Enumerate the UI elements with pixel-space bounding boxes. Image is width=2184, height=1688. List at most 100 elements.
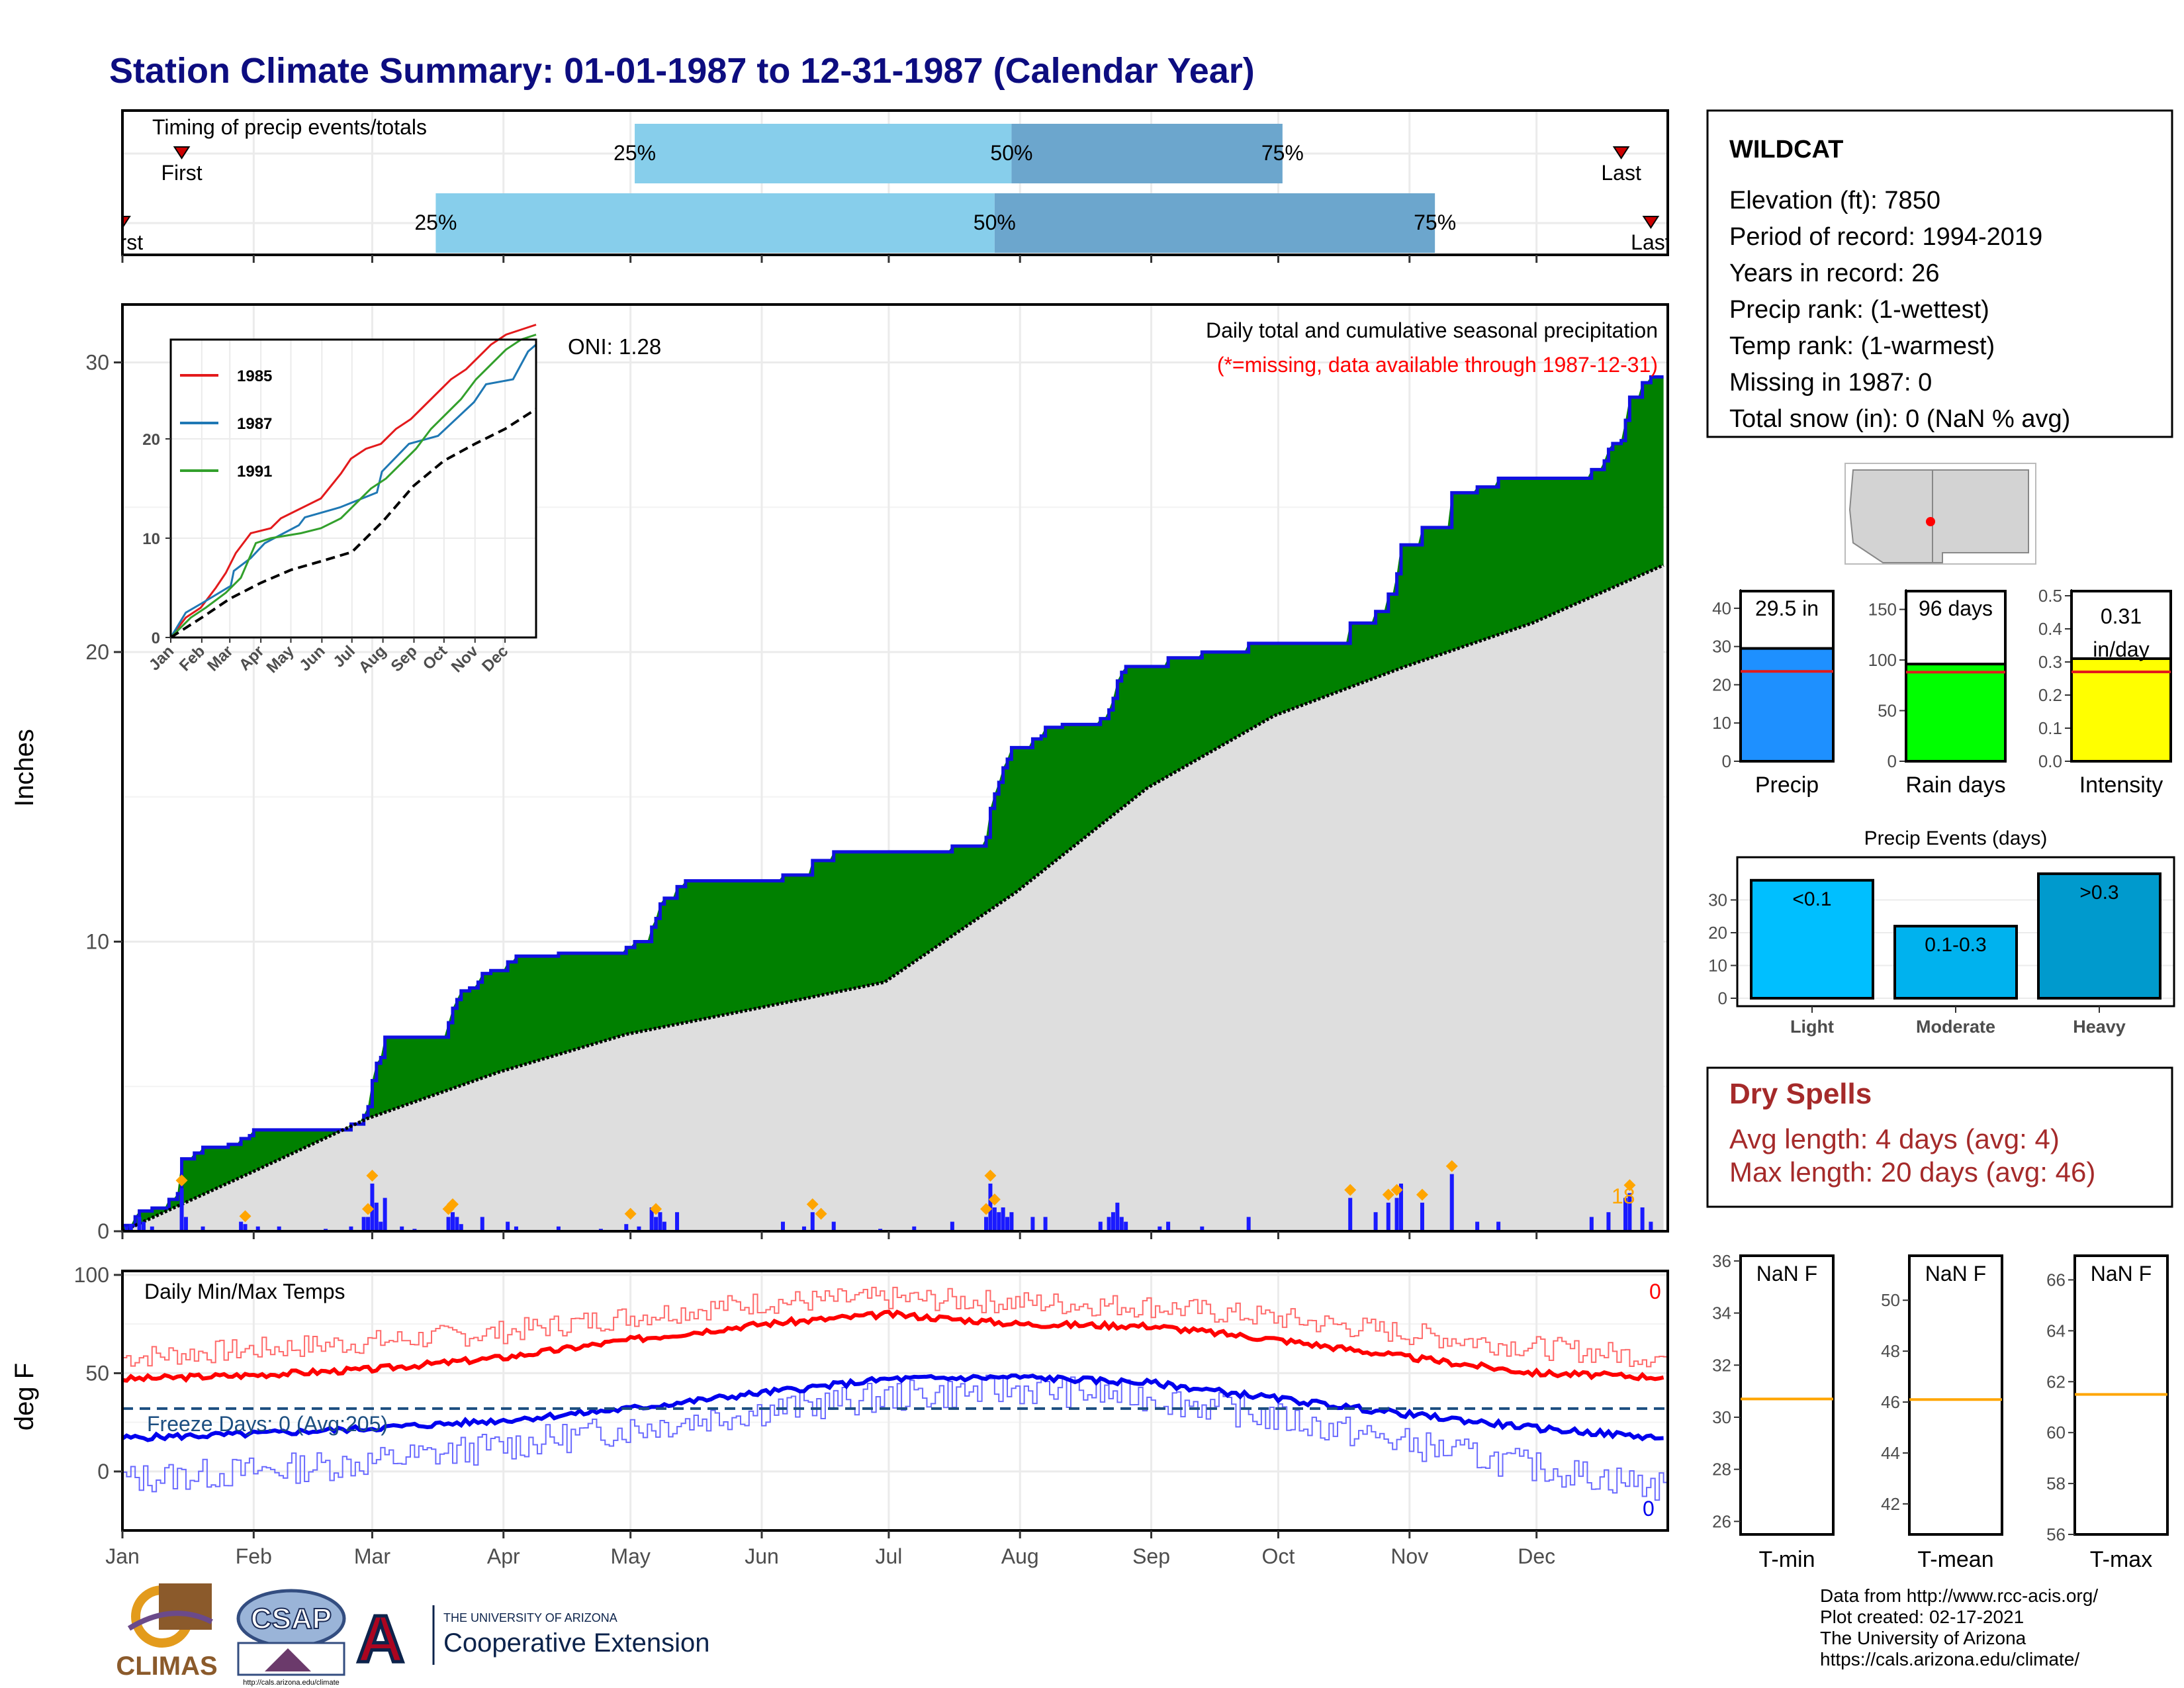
month-label: Jul <box>875 1544 902 1568</box>
dry-spells-max: Max length: 20 days (avg: 46) <box>1729 1156 2095 1188</box>
inset-y-tick-label: 10 <box>142 530 160 548</box>
station-info-line: Total snow (in): 0 (NaN % avg) <box>1729 405 2070 433</box>
temp-summary-y-tick-label: 34 <box>1712 1303 1731 1323</box>
temp-summary-value: NaN F <box>2091 1262 2152 1286</box>
snow-day-marker <box>366 1170 379 1182</box>
csap-logo: CSAP http://cals.arizona.edu/climate <box>236 1589 346 1687</box>
timing-label: Timing of precip events/totals <box>152 115 427 139</box>
inset-x-tick-label: Jan <box>146 642 177 674</box>
daily-precip-bar <box>1606 1212 1611 1231</box>
daily-precip-bar <box>1623 1197 1628 1231</box>
first-event-marker <box>124 216 131 227</box>
station-info-line: Elevation (ft): 7850 <box>1729 187 1940 214</box>
daily-precip-bar <box>1640 1207 1645 1231</box>
temp-summary-y-tick-label: 28 <box>1712 1460 1731 1479</box>
precip-y-label: Inches <box>10 729 39 807</box>
snow-markers <box>175 1160 1636 1223</box>
inset-x-tick-label: Apr <box>236 642 267 674</box>
inset-x-tick-label: May <box>263 642 298 677</box>
events-category-label: Light <box>1790 1017 1834 1037</box>
freeze-days-label: Freeze Days: 0 (Avg:205) <box>147 1412 388 1436</box>
temps-y-tick-label: 0 <box>97 1460 109 1483</box>
summary-bar-panel: 0 10 20 30 40 29.5 in Precip <box>1712 589 1835 798</box>
daily-precip-bar <box>374 1202 379 1231</box>
snow-day-marker <box>988 1194 1001 1205</box>
events-title: Precip Events (days) <box>1864 827 2048 849</box>
station-info-line: Precip rank: (1-wettest) <box>1729 296 1989 324</box>
snow-day-marker <box>624 1207 637 1220</box>
station-info-line: Temp rank: (1-warmest) <box>1729 332 1995 360</box>
snow-day-marker <box>1416 1188 1428 1201</box>
daily-precip-bar <box>662 1221 666 1231</box>
events-bar-label: 0.1-0.3 <box>1925 934 1986 956</box>
temps-x-axis: Jan Feb Mar Apr May Jun Jul Aug Sep Oct Nov Dec <box>105 1530 1555 1568</box>
events-y-tick-label: 10 <box>1708 956 1727 976</box>
summary-y-tick-label: 10 <box>1712 713 1731 733</box>
daily-precip-bar <box>1496 1221 1501 1231</box>
summary-y-tick-label: 150 <box>1868 600 1897 620</box>
temp-summary-label: T-mean <box>1917 1547 1993 1572</box>
daily-precip-bar <box>1001 1207 1005 1231</box>
inset-x-tick-label: Dec <box>478 642 512 675</box>
inset-normal-line <box>169 408 537 639</box>
daily-precip-bar <box>255 1226 260 1231</box>
daily-precip-bar <box>400 1226 404 1231</box>
daily-precip-bar <box>556 1226 561 1231</box>
daily-precip-bar <box>1005 1217 1010 1231</box>
daily-precip-bar <box>141 1221 146 1231</box>
footer-credits: Data from http://www.rcc-acis.org/Plot c… <box>1820 1585 2098 1669</box>
daily-precip-bar <box>950 1221 954 1231</box>
inset-series-line <box>169 344 537 638</box>
precip-y-tick-label: 10 <box>85 930 109 954</box>
summary-y-tick-label: 30 <box>1712 637 1731 657</box>
snow-day-marker <box>1623 1179 1636 1192</box>
daily-precip-bar <box>1627 1193 1632 1231</box>
temp-summary-y-tick-label: 36 <box>1712 1251 1731 1271</box>
summary-value-label: 29.5 in <box>1755 596 1819 620</box>
temp-summary-y-tick-label: 64 <box>2046 1321 2066 1340</box>
temps-y-axis: 0 50 100 <box>74 1263 122 1483</box>
snow-day-marker <box>239 1210 251 1223</box>
dry-spells-title: Dry Spells <box>1729 1078 1872 1110</box>
snow-day-marker <box>806 1198 819 1211</box>
precip-y-tick-label: 30 <box>85 351 109 375</box>
precip-y-axis: 0 10 20 30 <box>85 351 122 1243</box>
snow-count: 18 <box>1612 1184 1635 1208</box>
ua-logo-small-text: THE UNIVERSITY OF ARIZONA <box>443 1611 617 1624</box>
events-bar <box>1893 925 2018 1000</box>
timing-bar-25-50 <box>635 124 1012 183</box>
temp-summary-y-tick-label: 46 <box>1881 1392 1900 1412</box>
temp-summary-y-tick-label: 42 <box>1881 1494 1900 1514</box>
station-info-line: Period of record: 1994-2019 <box>1729 223 2042 251</box>
timing-frame <box>121 109 1669 256</box>
summary-bar-panel: 0.0 0.1 0.2 0.3 0.4 0.5 0.31 in/day Intensity <box>2038 586 2172 798</box>
last-event-marker <box>1612 146 1630 160</box>
dry-spells-box: Dry Spells Avg length: 4 days (avg: 4) M… <box>1706 1066 2173 1208</box>
last-event-label: Last <box>1631 230 1671 254</box>
summary-bars: 0 10 20 30 40 29.5 in Precip 0 50 100 150 96 days Ra… <box>1712 586 2172 798</box>
temp-summary-y-tick-label: 26 <box>1712 1511 1731 1531</box>
timing-label-50: 50% <box>974 211 1016 234</box>
inset-x-tick-label: Jul <box>330 642 359 671</box>
station-info-line: Missing in 1987: 0 <box>1729 369 1932 397</box>
summary-bar <box>1905 663 2007 763</box>
timing-rows: 25% 50% 75% First Last Avg 25% 50% 75% First Last 1… <box>73 124 1671 254</box>
daily-precip-bar <box>810 1212 815 1231</box>
daily-precip-bar <box>1124 1221 1128 1231</box>
inset-legend-label: 1987 <box>237 415 272 433</box>
temp-summary-y-tick-label: 66 <box>2046 1270 2066 1289</box>
temp-summary-y-tick-label: 56 <box>2046 1524 2066 1544</box>
snow-day-marker <box>446 1198 459 1211</box>
temp-summary-y-tick-label: 58 <box>2046 1474 2066 1493</box>
summary-bar-label: Precip <box>1755 773 1819 798</box>
daily-precip-bar <box>183 1217 188 1231</box>
timing-row-label: Avg <box>73 142 109 166</box>
daily-precip-bar <box>480 1217 484 1231</box>
daily-precip-bar <box>1043 1217 1048 1231</box>
daily-precip-bar <box>1394 1197 1399 1231</box>
footer-credit-line: Plot created: 02-17-2021 <box>1820 1607 2024 1627</box>
summary-y-tick-label: 0.4 <box>2038 619 2062 639</box>
map-state-arizona <box>1848 469 1933 563</box>
station-box: WILDCAT Elevation (ft): 7850 Period of re… <box>1706 109 2173 438</box>
events-y-tick-label: 0 <box>1718 988 1727 1008</box>
